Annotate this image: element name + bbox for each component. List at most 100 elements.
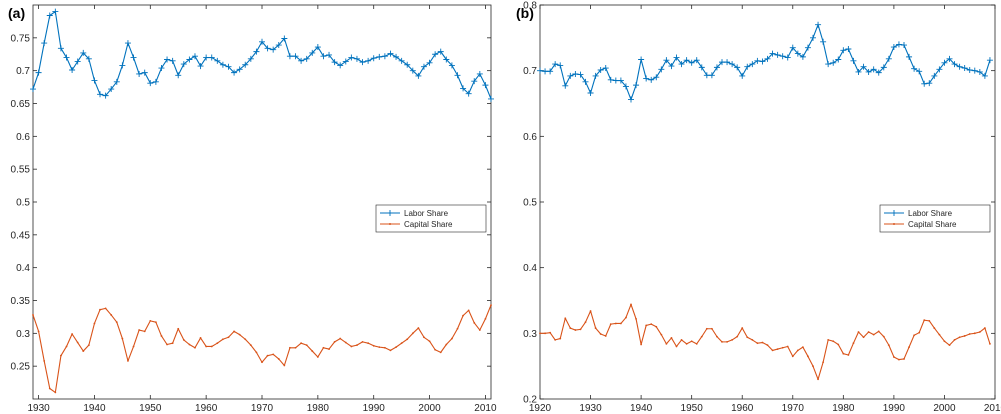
data-point-marker — [119, 62, 126, 69]
data-point-marker — [398, 57, 405, 64]
y-tick-label: 0.4 — [16, 263, 30, 274]
data-point — [289, 346, 291, 349]
panel-label-a: (a) — [8, 5, 25, 21]
data-point-marker — [678, 61, 685, 68]
x-tick-label: 1960 — [731, 403, 754, 414]
data-point-marker — [607, 76, 614, 83]
data-point-marker — [906, 53, 913, 60]
data-point — [462, 314, 464, 317]
data-point — [943, 340, 946, 343]
data-point-marker — [729, 61, 736, 68]
data-point — [721, 340, 723, 343]
data-point — [255, 351, 258, 354]
data-point-marker — [537, 67, 543, 74]
data-point-marker — [597, 67, 604, 74]
data-point-marker — [253, 48, 260, 55]
data-point — [54, 391, 57, 394]
data-point-marker — [63, 54, 70, 61]
data-point-marker — [113, 78, 120, 85]
legend-a: Labor Share Capital Share — [375, 204, 487, 233]
data-point-marker — [663, 57, 670, 64]
data-point-marker — [359, 59, 366, 66]
data-point-marker — [628, 96, 634, 103]
y-tick-label: 0.7 — [523, 66, 537, 77]
data-point — [104, 307, 107, 310]
data-point — [356, 344, 358, 347]
data-point-marker — [197, 63, 204, 70]
data-point — [194, 346, 196, 349]
data-point — [478, 329, 481, 331]
data-point — [887, 344, 890, 347]
data-point-marker — [141, 69, 148, 76]
y-tick-label: 0.7 — [16, 66, 30, 77]
x-tick-label: 1950 — [681, 403, 704, 414]
data-point — [958, 336, 961, 339]
data-point — [989, 342, 991, 345]
data-point — [963, 335, 966, 337]
data-point — [490, 304, 492, 306]
data-point — [467, 309, 470, 312]
data-point-marker — [562, 82, 569, 89]
data-point-marker — [739, 72, 746, 79]
data-point — [685, 342, 688, 345]
y-tick-label: 0.6 — [16, 132, 30, 143]
data-point-marker — [951, 61, 958, 68]
data-point-marker — [259, 38, 265, 45]
y-tick-label: 0.75 — [11, 33, 31, 44]
data-point-marker — [880, 64, 887, 71]
data-point — [862, 336, 865, 339]
data-point-marker — [342, 58, 349, 65]
data-point — [149, 319, 152, 322]
data-point-marker — [460, 85, 467, 92]
data-point — [205, 345, 208, 348]
data-point — [199, 337, 202, 339]
data-point-marker — [124, 40, 131, 47]
data-point — [110, 314, 113, 316]
data-point-marker — [724, 59, 731, 66]
data-point — [625, 316, 627, 319]
data-point-marker — [653, 74, 660, 81]
data-point-marker — [281, 35, 288, 42]
data-point-marker — [895, 41, 902, 48]
data-point — [756, 342, 759, 345]
data-point — [619, 322, 622, 325]
data-point — [973, 332, 976, 335]
data-point-marker — [219, 61, 226, 68]
data-point — [903, 358, 905, 360]
x-tick-label: 2000 — [933, 403, 956, 414]
data-point — [378, 346, 381, 349]
data-point — [549, 331, 552, 334]
data-point — [695, 342, 698, 345]
data-point — [700, 335, 703, 338]
data-point-marker — [409, 67, 416, 74]
data-point-marker — [976, 68, 983, 75]
data-point-marker — [337, 62, 344, 69]
data-point — [781, 346, 784, 349]
data-point-marker — [186, 56, 193, 63]
data-point-marker — [587, 89, 594, 96]
data-point — [726, 340, 728, 343]
data-point-marker — [885, 55, 892, 62]
data-point-marker — [471, 78, 478, 85]
data-point — [43, 360, 46, 362]
data-point — [395, 346, 397, 349]
data-point — [305, 344, 308, 347]
data-point-marker — [688, 59, 695, 66]
data-point — [367, 342, 370, 345]
data-point — [594, 327, 597, 329]
data-point — [294, 346, 297, 349]
data-point — [233, 330, 235, 333]
data-point-marker — [393, 53, 400, 60]
data-point — [328, 348, 330, 350]
data-point-marker — [567, 72, 574, 79]
data-point — [322, 346, 325, 349]
data-point — [283, 364, 286, 367]
data-point — [484, 317, 487, 320]
y-tick-label: 0.3 — [523, 329, 537, 340]
data-point-marker — [331, 59, 338, 66]
data-point — [222, 338, 224, 341]
data-point-marker — [41, 40, 48, 47]
data-point-marker — [320, 53, 327, 60]
data-point — [710, 327, 713, 330]
data-point-marker — [286, 53, 293, 60]
